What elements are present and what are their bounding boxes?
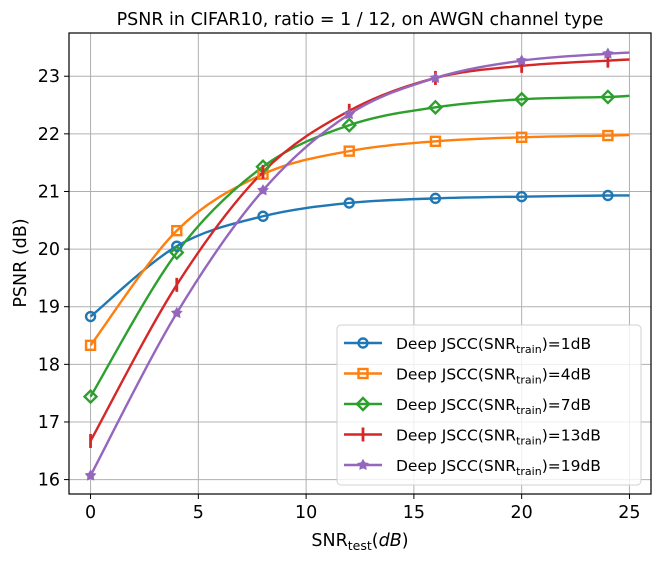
x-axis-label-sub: test (348, 538, 372, 553)
legend-label-prefix: Deep JSCC(SNR (396, 396, 516, 414)
data-point-circle (429, 192, 442, 205)
x-tick-label: 25 (618, 503, 640, 523)
x-tick-label: 20 (511, 503, 533, 523)
data-point-diamond (600, 89, 616, 105)
data-point-star (343, 108, 356, 120)
data-point-diamond (82, 388, 99, 405)
y-tick-label: 18 (38, 355, 60, 375)
data-point-square (429, 135, 442, 148)
grid (69, 33, 651, 494)
plot-frame (68, 32, 652, 495)
x-tick-label: 0 (85, 503, 96, 523)
legend-marker-circle-icon (357, 337, 369, 349)
legend-label-sub: train (516, 343, 542, 356)
data-point-square (515, 131, 528, 144)
data-point-circle (602, 189, 614, 202)
data-point-diamond (169, 244, 185, 261)
x-tick-label: 10 (295, 503, 317, 523)
legend-label-prefix: Deep JSCC(SNR (396, 457, 516, 475)
legend-item: Deep JSCC(SNRtrain)=1dB (344, 335, 591, 356)
data-point-square (84, 339, 97, 352)
x-axis-label-close: ) (402, 531, 409, 551)
legend-label-suffix: )=4dB (542, 366, 591, 384)
x-axis-label-main: SNR (311, 531, 347, 551)
legend-label: Deep JSCC(SNRtrain)=7dB (396, 396, 591, 417)
series-line-3 (89, 94, 630, 398)
y-axis-ticks: 16 17 18 19 20 21 22 23 (38, 67, 69, 491)
series-line-2 (89, 133, 630, 347)
series-line-1 (89, 194, 630, 318)
legend-item: Deep JSCC(SNRtrain)=19dB (344, 457, 601, 478)
legend-label: Deep JSCC(SNRtrain)=13dB (396, 427, 601, 448)
legend-label-suffix: )=13dB (542, 427, 601, 445)
x-axis-label: SNRtest(dB) (311, 531, 408, 553)
x-tick-label: 5 (193, 503, 204, 523)
legend-label-prefix: Deep JSCC(SNR (396, 366, 516, 384)
y-tick-label: 23 (38, 67, 60, 87)
data-point-circle (171, 240, 183, 252)
legend-label-suffix: )=19dB (542, 457, 601, 475)
y-tick-label: 19 (38, 298, 60, 318)
data-point-star (429, 71, 442, 83)
chart-title: PSNR in CIFAR10, ratio = 1 / 12, on AWGN… (117, 10, 604, 30)
y-tick-label: 22 (38, 125, 60, 145)
data-point-square (343, 145, 355, 157)
data-point-circle (84, 310, 97, 323)
legend-item: Deep JSCC(SNRtrain)=7dB (344, 396, 591, 417)
legend-label-suffix: )=7dB (542, 396, 591, 414)
y-tick-label: 17 (38, 413, 60, 433)
data-point-square (171, 224, 183, 237)
x-axis-ticks: 0 5 10 15 20 25 (85, 494, 641, 523)
data-point-diamond (513, 91, 530, 107)
x-axis-label-unit: dB (379, 531, 402, 551)
data-point-star (257, 184, 269, 196)
data-point-star (601, 47, 614, 59)
data-point-circle (257, 210, 269, 222)
data-point-diamond (341, 117, 357, 133)
legend-label-sub: train (516, 435, 542, 448)
y-axis-label: PSNR (dB) (11, 218, 31, 307)
legend-label-prefix: Deep JSCC(SNR (396, 335, 516, 353)
data-point-circle (343, 197, 355, 209)
legend-label: Deep JSCC(SNRtrain)=1dB (396, 335, 591, 356)
data-point-star (170, 306, 183, 319)
y-tick-label: 16 (38, 471, 60, 491)
legend-label-prefix: Deep JSCC(SNR (396, 427, 516, 445)
legend-label-sub: train (516, 465, 542, 478)
series-markers (82, 47, 616, 481)
legend-label-suffix: )=1dB (542, 335, 591, 353)
legend-marker-diamond-icon (355, 396, 371, 412)
legend-marker-square-icon (357, 367, 369, 380)
y-tick-label: 21 (38, 182, 60, 202)
x-tick-label: 15 (403, 503, 425, 523)
legend-box (336, 324, 642, 486)
legend-item: Deep JSCC(SNRtrain)=4dB (344, 366, 591, 387)
legend-marker-star-icon (357, 458, 369, 471)
data-point-square (602, 129, 614, 142)
data-point-star (84, 469, 97, 481)
legend-label: Deep JSCC(SNRtrain)=4dB (396, 366, 591, 387)
legend-label-sub: train (516, 374, 542, 387)
data-point-circle (515, 190, 528, 203)
y-tick-label: 20 (38, 240, 60, 260)
data-point-star (515, 54, 528, 66)
data-point-diamond (427, 99, 444, 116)
legend-item: Deep JSCC(SNRtrain)=13dB (344, 427, 601, 448)
legend-label-sub: train (516, 404, 542, 417)
x-axis-label-open: ( (372, 531, 379, 551)
legend-label: Deep JSCC(SNRtrain)=19dB (396, 457, 601, 478)
